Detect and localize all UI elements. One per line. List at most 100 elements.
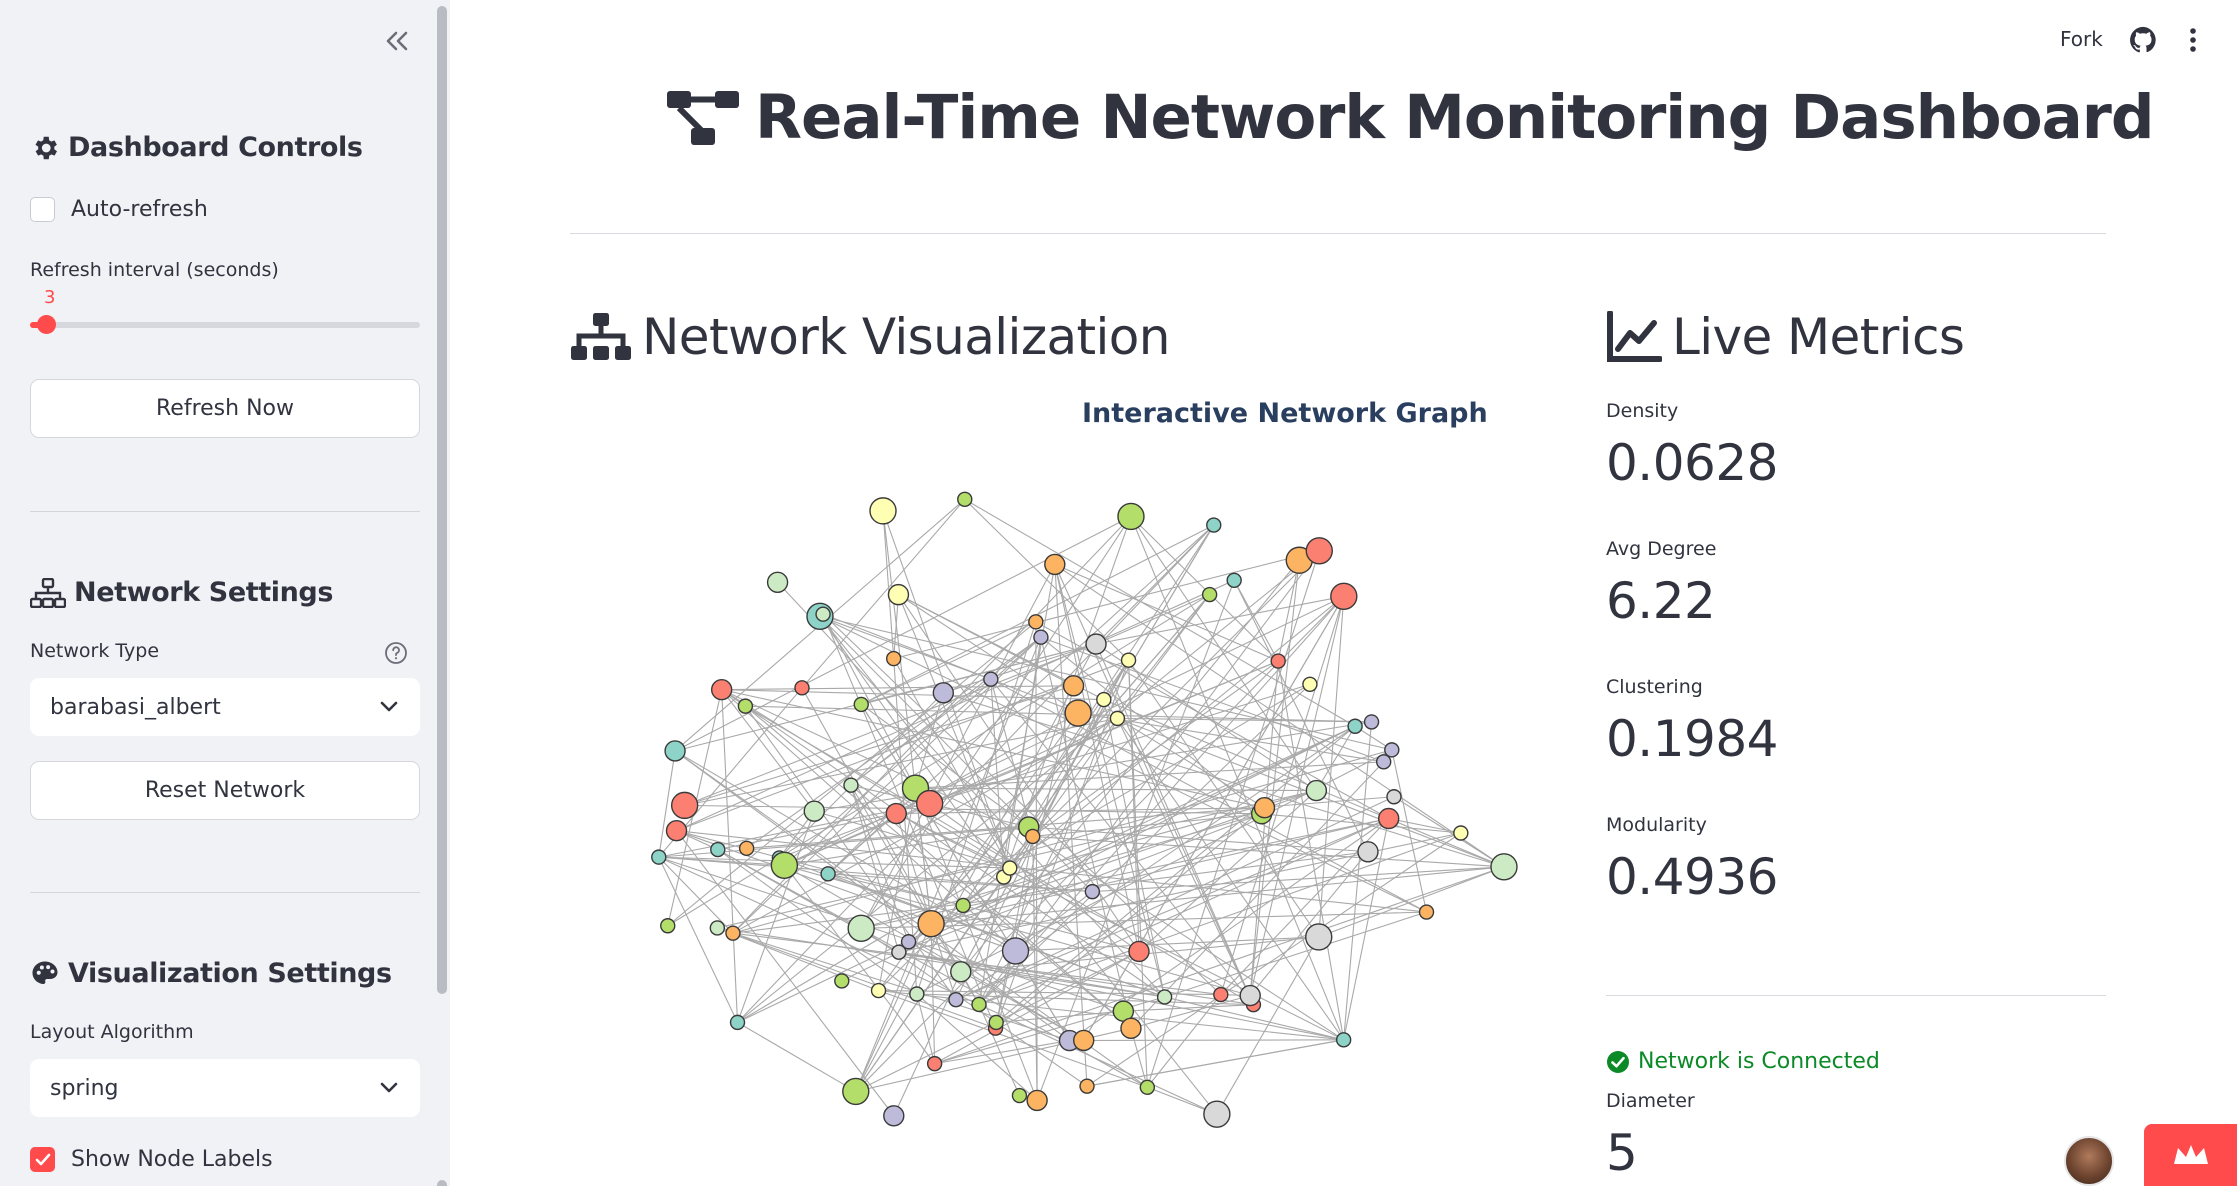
network-type-select[interactable]: barabasi_albert [30,678,420,736]
graph-node[interactable] [670,791,699,820]
graph-node[interactable] [770,851,799,880]
graph-node[interactable] [955,897,971,914]
graph-node[interactable] [926,1055,943,1072]
reset-network-button[interactable]: Reset Network [30,761,420,820]
graph-node[interactable] [766,571,789,593]
graph-node[interactable] [870,982,887,999]
graph-node[interactable] [988,1014,1004,1031]
graph-node[interactable] [1357,841,1379,863]
graph-node[interactable] [1206,517,1222,533]
graph-node[interactable] [885,802,907,825]
graph-node[interactable] [834,973,850,989]
graph-node[interactable] [1386,789,1402,805]
graph-node[interactable] [1084,883,1101,900]
refresh-interval-slider-thumb[interactable] [36,315,56,334]
streamlit-badge[interactable] [2144,1124,2237,1186]
graph-node[interactable] [1363,714,1380,730]
github-icon[interactable] [2129,26,2157,54]
graph-node[interactable] [1384,742,1400,758]
graph-node[interactable] [815,606,831,622]
network-graph[interactable] [600,470,1560,1186]
graph-node[interactable] [1377,807,1400,830]
graph-node[interactable] [1156,989,1173,1005]
graph-node[interactable] [1109,710,1126,727]
graph-node[interactable] [1305,537,1333,565]
graph-node[interactable] [1011,1087,1028,1104]
fork-button[interactable]: Fork [2060,27,2103,51]
graph-node[interactable] [1062,675,1085,697]
graph-node[interactable] [1096,691,1112,708]
graph-node[interactable] [1335,1032,1352,1048]
kebab-menu-icon[interactable] [2183,26,2203,54]
graph-node[interactable] [738,840,755,857]
graph-node[interactable] [1120,1017,1142,1040]
graph-node[interactable] [725,925,741,941]
graph-node[interactable] [660,918,676,934]
graph-node[interactable] [710,678,733,701]
collapse-sidebar-button[interactable] [380,24,414,58]
graph-node[interactable] [915,789,944,818]
avatar[interactable] [2064,1136,2114,1186]
graph-node[interactable] [1213,986,1229,1003]
graph-node[interactable] [1490,853,1518,881]
graph-node[interactable] [1253,797,1276,819]
show-node-labels-checkbox-row[interactable]: Show Node Labels [30,1147,273,1172]
refresh-interval-slider-track[interactable] [30,322,420,328]
graph-node[interactable] [1028,614,1044,630]
graph-node[interactable] [909,986,925,1002]
graph-node[interactable] [794,680,810,696]
graph-node[interactable] [1330,582,1358,611]
graph-node[interactable] [1139,1079,1156,1095]
graph-node[interactable] [651,849,667,865]
show-node-labels-checkbox[interactable] [30,1147,55,1172]
graph-node[interactable] [1305,779,1328,802]
graph-node[interactable] [885,650,902,667]
graph-node[interactable] [1024,828,1041,845]
graph-node[interactable] [1002,860,1018,876]
graph-node[interactable] [1064,699,1092,727]
graph-node[interactable] [737,698,754,714]
graph-node[interactable] [1128,940,1150,963]
graph-node[interactable] [887,583,910,606]
graph-node[interactable] [1085,633,1107,655]
graph-node[interactable] [843,777,859,793]
graph-node[interactable] [1044,553,1066,576]
graph-node[interactable] [932,682,955,704]
graph-node[interactable] [1226,572,1242,589]
graph-node[interactable] [1453,825,1469,841]
graph-node[interactable] [948,991,964,1008]
graph-node[interactable] [729,1014,746,1031]
graph-node[interactable] [847,914,875,943]
auto-refresh-checkbox-row[interactable]: Auto-refresh [30,197,208,222]
graph-node[interactable] [1418,904,1435,920]
graph-node[interactable] [1079,1078,1095,1094]
graph-node[interactable] [820,866,836,882]
graph-node[interactable] [853,696,869,713]
graph-node[interactable] [950,961,972,983]
graph-node[interactable] [664,740,686,762]
graph-node[interactable] [957,491,973,508]
graph-node[interactable] [883,1105,905,1127]
graph-node[interactable] [803,800,825,822]
graph-node[interactable] [869,497,897,525]
graph-node[interactable] [1203,1100,1231,1128]
graph-node[interactable] [842,1077,870,1106]
refresh-now-button[interactable]: Refresh Now [30,379,420,438]
graph-node[interactable] [1239,984,1261,1007]
graph-node[interactable] [1073,1029,1095,1052]
graph-node[interactable] [1033,629,1049,645]
graph-node[interactable] [665,820,688,842]
graph-node[interactable] [1347,718,1363,734]
layout-algorithm-select[interactable]: spring [30,1059,420,1117]
graph-node[interactable] [891,944,907,960]
graph-node[interactable] [710,841,726,858]
graph-node[interactable] [1375,754,1392,770]
graph-node[interactable] [1302,676,1318,692]
graph-node[interactable] [1120,652,1137,668]
graph-node[interactable] [900,934,917,950]
graph-node[interactable] [1026,1089,1048,1112]
graph-node[interactable] [983,671,999,687]
graph-node[interactable] [1270,653,1286,669]
graph-node[interactable] [917,909,945,938]
auto-refresh-checkbox[interactable] [30,197,55,222]
